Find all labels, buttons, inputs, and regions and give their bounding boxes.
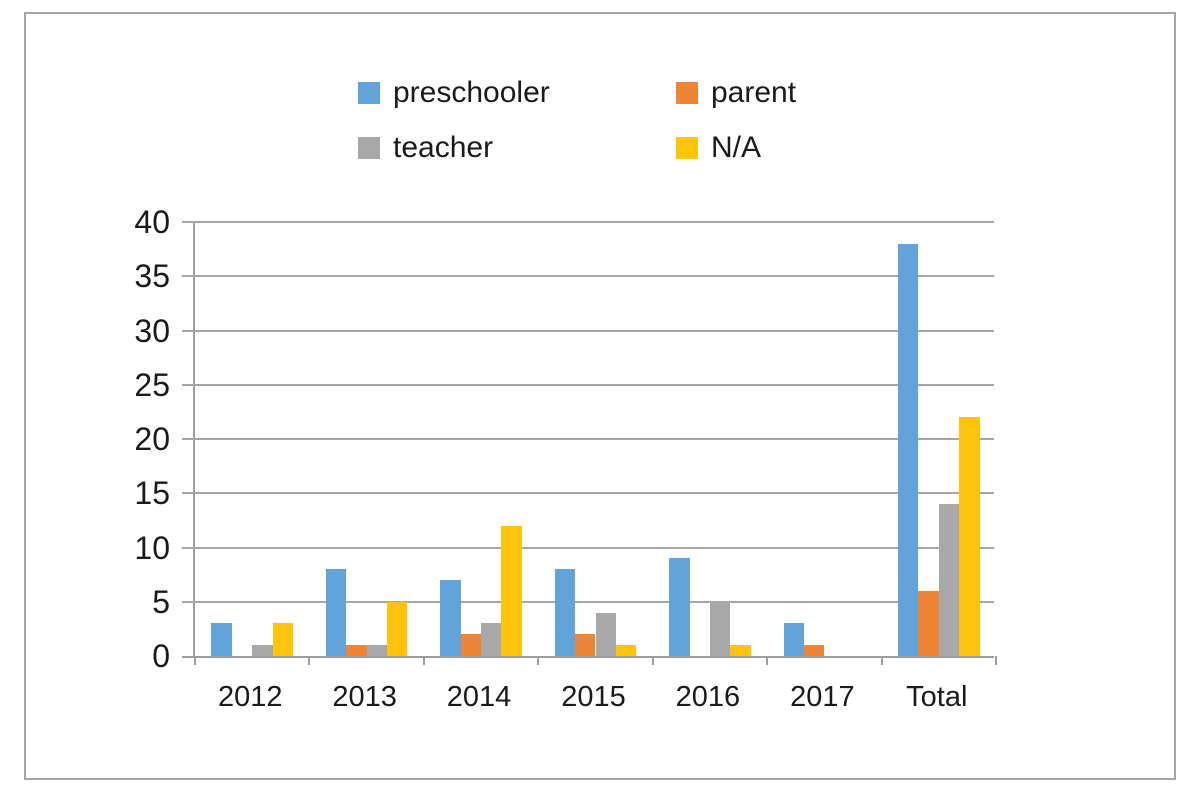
x-axis: 2012 2013 2014 2015 2016 2017 Total xyxy=(193,681,994,722)
bar-parent-2015 xyxy=(575,634,596,656)
x-axis-tick xyxy=(880,656,883,665)
gridline-10 xyxy=(182,546,994,549)
bar-n-a-2013 xyxy=(387,601,408,656)
bar-preschooler-2014 xyxy=(440,580,461,656)
x-axis-label-2012: 2012 xyxy=(217,681,283,713)
y-axis-label: 10 xyxy=(134,529,170,566)
chart-frame: preschooler parent teacher N/A 0 5 10 15 20 2… xyxy=(24,12,1176,780)
x-axis-tick xyxy=(308,656,311,665)
bar-n-a-2012 xyxy=(272,623,293,656)
bar-preschooler-2015 xyxy=(554,569,576,656)
bar-teacher-total xyxy=(938,504,960,656)
na-swatch-icon xyxy=(676,136,698,159)
legend-item-parent: parent xyxy=(676,76,936,109)
bar-preschooler-2016 xyxy=(669,558,690,656)
legend-label-parent: parent xyxy=(711,76,797,109)
y-axis: 0 5 10 15 20 25 30 35 40 xyxy=(26,206,174,672)
legend-item-preschooler: preschooler xyxy=(358,76,676,109)
bar-preschooler-2013 xyxy=(325,569,347,656)
gridline-15 xyxy=(182,492,994,495)
bar-parent-2014 xyxy=(460,634,482,656)
gridline-30 xyxy=(182,329,994,332)
y-axis-label: 20 xyxy=(134,421,170,457)
x-axis-line xyxy=(182,656,994,658)
parent-swatch-icon xyxy=(676,81,698,104)
bar-n-a-2015 xyxy=(615,645,637,656)
x-axis-tick xyxy=(194,656,196,665)
x-axis-label-2016: 2016 xyxy=(675,681,741,713)
x-axis-tick xyxy=(766,656,769,665)
gridline-35 xyxy=(182,275,994,278)
bar-parent-2013 xyxy=(346,645,367,656)
y-axis-label: 35 xyxy=(134,258,170,295)
bar-n-a-2016 xyxy=(730,645,751,656)
bar-preschooler-total xyxy=(897,243,919,656)
legend-label-preschooler: preschooler xyxy=(393,76,550,109)
x-axis-label-total: Total xyxy=(906,681,968,713)
y-axis-label: 25 xyxy=(134,366,170,403)
bar-preschooler-2017 xyxy=(783,623,804,656)
plot-area xyxy=(182,221,997,665)
bar-n-a-2014 xyxy=(501,525,522,656)
gridline-25 xyxy=(182,383,994,386)
gridline-5 xyxy=(182,600,994,603)
bar-teacher-2012 xyxy=(252,645,273,656)
bar-n-a-total xyxy=(959,417,980,656)
y-axis-label: 30 xyxy=(134,312,170,349)
bar-parent-2017 xyxy=(803,645,825,656)
x-axis-label-2017: 2017 xyxy=(790,681,855,713)
y-axis-label: 0 xyxy=(152,638,170,674)
preschooler-swatch-icon xyxy=(358,81,380,104)
gridline-20 xyxy=(182,438,994,440)
legend-item-na: N/A xyxy=(676,131,936,164)
chart-legend: preschooler parent teacher N/A xyxy=(358,76,936,164)
bar-teacher-2014 xyxy=(481,623,502,656)
x-axis-tick xyxy=(995,656,997,665)
x-axis-tick xyxy=(651,656,654,665)
legend-label-na: N/A xyxy=(711,131,762,164)
x-axis-tick xyxy=(537,656,540,665)
bar-parent-total xyxy=(918,590,939,656)
y-axis-label: 40 xyxy=(134,204,170,240)
bar-teacher-2013 xyxy=(366,645,388,656)
x-axis-label-2015: 2015 xyxy=(561,681,626,713)
x-axis-tick xyxy=(422,656,425,665)
bar-teacher-2016 xyxy=(709,601,731,656)
bar-preschooler-2012 xyxy=(211,623,232,656)
y-axis-label: 5 xyxy=(152,583,170,620)
legend-item-teacher: teacher xyxy=(358,131,676,164)
x-axis-label-2014: 2014 xyxy=(446,681,512,713)
legend-label-teacher: teacher xyxy=(393,131,494,164)
y-axis-label: 15 xyxy=(134,475,170,512)
bar-teacher-2015 xyxy=(595,612,616,656)
x-axis-label-2013: 2013 xyxy=(332,681,397,713)
gridline-40 xyxy=(182,221,994,223)
teacher-swatch-icon xyxy=(358,136,380,159)
